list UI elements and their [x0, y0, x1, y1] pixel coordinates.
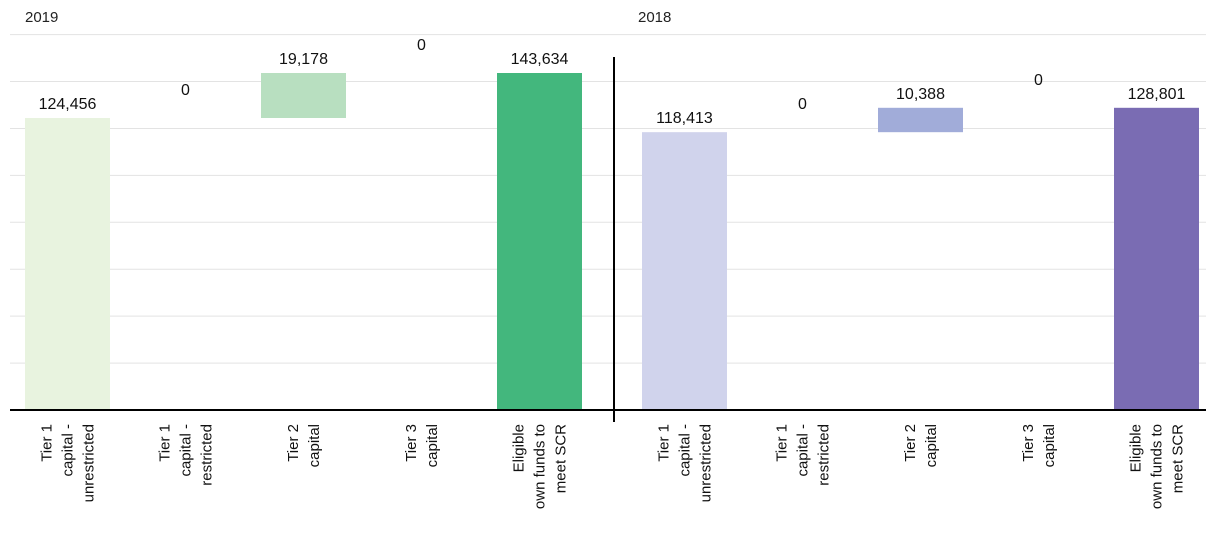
category-label-line: capital [923, 424, 940, 467]
data-label: 10,388 [896, 86, 945, 103]
bar [497, 73, 582, 410]
category-label-line: Eligible [1128, 424, 1145, 472]
category-label-line: Tier 1 [39, 424, 56, 462]
bar [1114, 107, 1199, 411]
category-label-line: restricted [816, 424, 833, 486]
data-label: 19,178 [279, 51, 328, 68]
bar [261, 73, 346, 118]
category-label: Tier 1 capital - restricted [157, 424, 216, 486]
category-label-line: capital - [178, 424, 195, 477]
bar [642, 132, 727, 410]
data-label: 118,413 [656, 110, 713, 127]
data-label: 143,634 [511, 51, 569, 68]
category-label-line: unrestricted [81, 424, 98, 502]
category-label: Tier 1 capital - unrestricted [39, 424, 98, 502]
data-label: 128,801 [1128, 86, 1186, 103]
category-label-line: own funds to [532, 424, 549, 509]
category-label: Eligible own funds to meet SCR [511, 424, 570, 509]
data-label: 0 [417, 37, 426, 54]
data-label: 124,456 [39, 96, 97, 113]
category-label-line: restricted [199, 424, 216, 486]
chart-2018-title: 2018 [638, 9, 672, 26]
bar [878, 107, 963, 133]
category-label-line: Tier 3 [403, 424, 420, 462]
category-label-line: capital [306, 424, 323, 467]
category-label-line: Tier 1 [774, 424, 791, 462]
category-label-line: capital [424, 424, 441, 467]
category-label-line: Eligible [511, 424, 528, 472]
category-label-line: capital [1041, 424, 1058, 467]
data-label: 0 [181, 82, 190, 99]
category-label: Tier 1 capital - unrestricted [656, 424, 715, 502]
category-label: Tier 2 capital [902, 424, 940, 467]
category-label: Tier 3 capital [403, 424, 441, 467]
category-label-line: meet SCR [553, 424, 570, 493]
category-label-line: Tier 1 [656, 424, 673, 462]
category-label-line: Tier 2 [902, 424, 919, 462]
category-label-line: Tier 3 [1020, 424, 1037, 462]
data-label: 0 [1034, 72, 1043, 89]
category-label-line: own funds to [1149, 424, 1166, 509]
chart-2019-title: 2019 [25, 9, 59, 26]
category-label: Eligible own funds to meet SCR [1128, 424, 1187, 509]
category-label: Tier 3 capital [1020, 424, 1058, 467]
bar [25, 117, 110, 410]
category-label: Tier 1 capital - restricted [774, 424, 833, 486]
category-label: Tier 2 capital [285, 424, 323, 467]
category-label-line: capital - [795, 424, 812, 477]
category-label-line: Tier 2 [285, 424, 302, 462]
category-label-line: capital - [60, 424, 77, 477]
category-label-line: Tier 1 [157, 424, 174, 462]
category-label-line: capital - [677, 424, 694, 477]
data-label: 0 [798, 96, 807, 113]
category-label-line: meet SCR [1170, 424, 1187, 493]
category-label-line: unrestricted [698, 424, 715, 502]
